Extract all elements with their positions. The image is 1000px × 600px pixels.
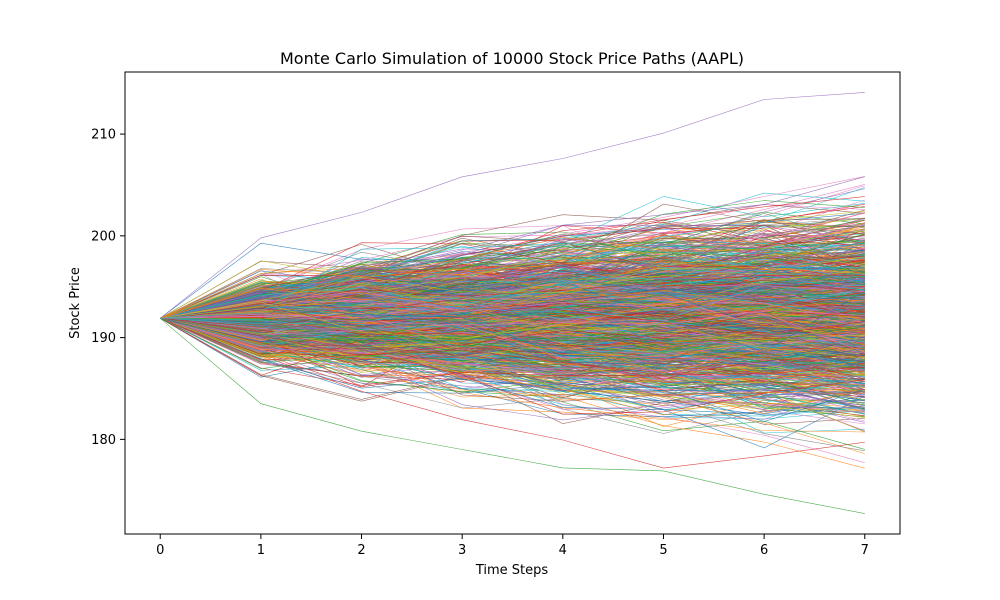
price-path-1318 [160,251,865,319]
price-path-1071 [160,300,865,364]
price-path-1345 [160,318,865,374]
price-path-1387 [160,263,865,319]
price-path-1391 [160,287,865,374]
price-path-1241 [160,311,865,367]
price-path-1386 [160,290,865,353]
price-path-1342 [160,233,865,319]
x-axis-label: Time Steps [475,563,549,578]
price-path-1303 [160,318,865,415]
price-path-1185 [160,224,865,319]
price-path-1215 [160,318,865,400]
price-path-1389 [160,280,865,330]
price-path-1012 [160,318,865,405]
price-path-1219 [160,318,865,380]
price-path-1379 [160,288,865,325]
price-path-1336 [160,301,865,323]
price-path-1369 [160,287,865,367]
price-path-1371 [160,278,865,327]
y-tick-label: 210 [91,128,116,143]
price-path-1381 [160,288,865,320]
price-path-1191 [160,237,865,319]
y-tick-label: 190 [91,331,116,346]
price-path-1326 [160,281,865,338]
price-path-1399 [160,242,865,319]
price-path-1322 [160,318,865,369]
price-path-1172 [160,272,865,319]
price-path-736 [160,204,865,319]
price-path-1261 [160,318,865,416]
price-path-1394 [160,277,865,319]
price-path-1357 [160,318,865,380]
price-path-1377 [160,318,865,354]
price-path-1395 [160,279,865,332]
price-path-1360 [160,266,865,343]
x-tick-label: 1 [257,543,265,558]
price-path-1323 [160,242,865,319]
y-tick-label: 180 [91,433,116,448]
price-path-upper-extreme [160,92,865,319]
price-path-1366 [160,318,865,386]
x-tick-label: 3 [458,543,466,558]
price-path-1229 [160,318,865,385]
x-tick-label: 4 [559,543,567,558]
price-path-1392 [160,318,865,347]
simulation-paths [160,92,865,514]
x-tick-label: 7 [861,543,869,558]
price-path-998 [160,218,865,319]
price-path-1390 [160,304,865,367]
price-path-1264 [160,318,865,391]
price-path-1388 [160,284,865,359]
x-tick-label: 2 [357,543,365,558]
price-path-1398 [160,301,865,342]
x-tick-label: 6 [760,543,768,558]
price-path-lower-extreme [160,318,865,514]
y-axis-label: Stock Price [68,267,83,339]
price-path-1375 [160,203,865,319]
price-path-1352 [160,246,865,319]
x-tick-label: 5 [659,543,667,558]
price-path-1367 [160,270,865,319]
price-path-1396 [160,309,865,326]
price-path-1316 [160,291,865,332]
price-path-1177 [160,217,865,319]
chart-title: Monte Carlo Simulation of 10000 Stock Pr… [280,49,744,68]
price-path-1201 [160,249,865,319]
price-path-1372 [160,291,865,370]
price-path-1286 [160,318,865,413]
price-path-1393 [160,298,865,336]
y-tick-label: 200 [91,229,116,244]
y-axis-ticks: 180 190 200 210 [91,128,125,448]
price-path-1078 [160,318,865,412]
x-tick-label: 0 [156,543,164,558]
price-path-1374 [160,264,865,319]
price-path-1397 [160,225,865,338]
price-path-1338 [160,318,865,357]
price-path-1385 [160,306,865,350]
price-path-1230 [160,318,865,415]
price-path-1383 [160,302,865,322]
price-path-1368 [160,311,865,343]
price-path-1335 [160,259,865,319]
price-path-1333 [160,318,865,376]
x-axis-ticks: 0 1 2 3 4 5 6 7 [156,534,869,558]
plot-frame [124,71,901,535]
price-path-900 [160,318,865,394]
